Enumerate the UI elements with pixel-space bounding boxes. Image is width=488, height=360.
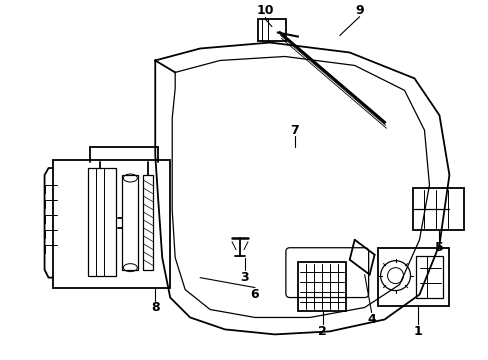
Bar: [88, 168, 116, 276]
Bar: [143, 175, 153, 270]
Bar: [297, 262, 345, 311]
Bar: [412, 188, 464, 230]
Text: 2: 2: [318, 325, 326, 338]
Bar: [258, 19, 285, 41]
Text: 5: 5: [434, 241, 443, 254]
Text: 8: 8: [151, 301, 159, 314]
Text: 10: 10: [256, 4, 273, 17]
Text: 1: 1: [412, 325, 421, 338]
Text: 9: 9: [355, 4, 363, 17]
Text: 7: 7: [290, 124, 299, 137]
Bar: [52, 160, 170, 288]
Text: 4: 4: [366, 313, 375, 326]
Bar: [122, 175, 138, 270]
Text: 6: 6: [250, 288, 259, 301]
Bar: [377, 248, 448, 306]
Bar: [415, 256, 443, 298]
Text: 3: 3: [240, 271, 249, 284]
